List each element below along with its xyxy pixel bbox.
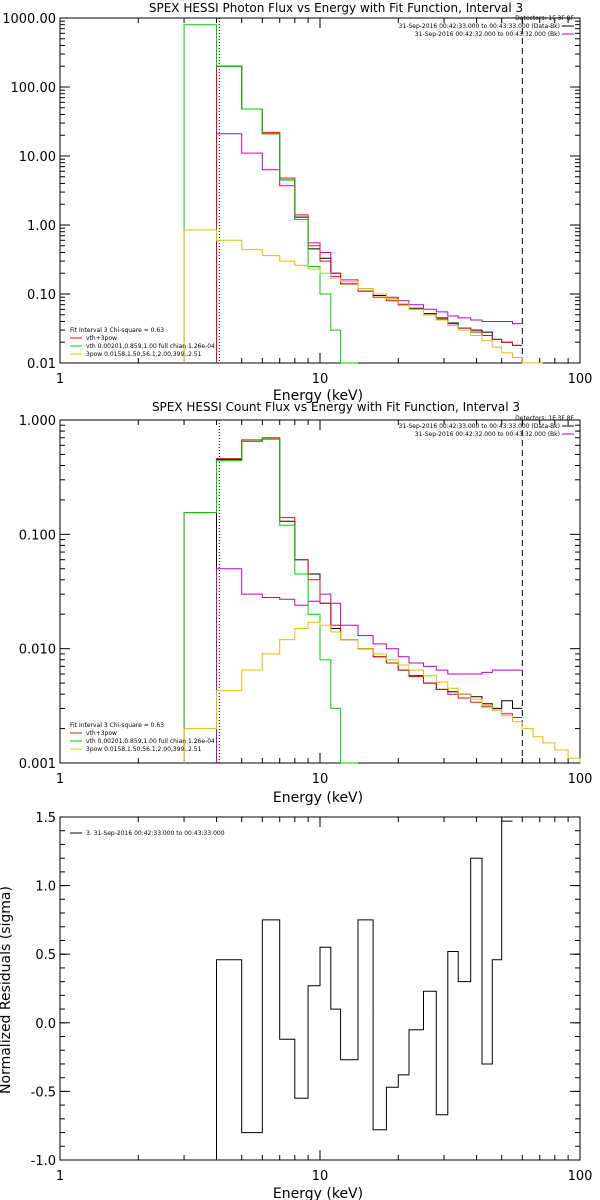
- count-series-bk: [216, 568, 523, 763]
- photon-series-3pow: [183, 229, 543, 364]
- count-chart-title: SPEX HESSI Count Flux vs Energy with Fit…: [152, 400, 520, 414]
- photon-series-vth: [183, 24, 358, 364]
- photon-legend-bk: 31-Sep-2016 00:42:32.000 to 00:43:32.000…: [415, 31, 560, 38]
- photon-legend-data: 31-Sep-2016 00:42:33.000 to 00:43:33.000…: [399, 23, 560, 30]
- photon-y-tick-label: 0.10: [27, 288, 56, 303]
- resid-y-tick-label: -0.5: [31, 1085, 56, 1100]
- photon-fit-total: vth+3pow: [86, 335, 117, 342]
- count-x-axis-label: Energy (keV): [273, 790, 363, 806]
- resid-x-tick-label: 10: [312, 1169, 329, 1184]
- count-x-tick-label: 10: [312, 772, 329, 787]
- resid-y-tick-label: 1.0: [35, 880, 56, 895]
- photon-x-tick-label: 100: [568, 372, 593, 387]
- count-fit-legend: Fit Interval 3 Chi-square = 0.63 vth+3po…: [70, 722, 215, 753]
- count-legend-bk: 31-Sep-2016 00:42:32.000 to 00:43:32.000…: [415, 431, 560, 438]
- photon-chart-title: SPEX HESSI Photon Flux vs Energy with Fi…: [149, 1, 523, 15]
- photon-x-axis-label: Energy (keV): [273, 388, 363, 404]
- resid-legend: 3. 31-Sep-2016 00:42:33.000 to 00:43:33.…: [70, 830, 225, 837]
- photon-fit-pow: 3pow 0.0158,1.50,56.1,2.00,399.,2.51: [86, 351, 202, 358]
- count-series-vth: [183, 438, 358, 764]
- resid-y-axis-label: Normalized Residuals (sigma): [0, 886, 14, 1094]
- count-legend-detectors: Detectors: 1F 3F 8F: [515, 415, 574, 422]
- count-fit-chi: Fit Interval 3 Chi-square = 0.63: [70, 722, 164, 729]
- photon-fit-chi: Fit Interval 3 Chi-square = 0.63: [70, 327, 164, 334]
- count-x-tick-label: 100: [568, 772, 593, 787]
- count-y-tick-label: 0.001: [19, 757, 56, 772]
- photon-x-tick-label: 1: [56, 372, 64, 387]
- count-legend: Detectors: 1F 3F 8F 31-Sep-2016 00:42:33…: [399, 415, 575, 438]
- photon-y-tick-label: 1000.00: [2, 12, 56, 27]
- count-x-tick-label: 1: [56, 772, 64, 787]
- count-y-tick-label: 1.000: [19, 414, 56, 429]
- photon-y-tick-label: 10.00: [19, 150, 56, 165]
- count-series-3pow: [183, 621, 581, 763]
- count-fit-total: vth+3pow: [86, 730, 117, 737]
- count-y-tick-label: 0.100: [19, 528, 56, 543]
- photon-y-tick-label: 0.01: [27, 357, 56, 372]
- resid-y-tick-label: 0.0: [35, 1017, 56, 1032]
- count-legend-data: 31-Sep-2016 00:42:33.000 to 00:43:33.000…: [399, 423, 560, 430]
- resid-x-tick-label: 1: [56, 1169, 64, 1184]
- resid-y-tick-label: 0.5: [35, 948, 56, 963]
- count-y-tick-label: 0.010: [19, 643, 56, 658]
- count-fit-pow: 3pow 0.0158,1.50,56.1,2.00,399.,2.51: [86, 746, 202, 753]
- photon-x-tick-label: 10: [312, 372, 329, 387]
- resid-series-residuals: [216, 820, 513, 1160]
- resid-x-axis-label: Energy (keV): [273, 1186, 363, 1200]
- resid-legend-label: 3. 31-Sep-2016 00:42:33.000 to 00:43:33.…: [86, 830, 225, 837]
- photon-y-tick-label: 1.00: [27, 219, 56, 234]
- photon-fit-legend: Fit Interval 3 Chi-square = 0.63 vth+3po…: [70, 327, 215, 358]
- resid-y-tick-label: 1.5: [35, 811, 56, 826]
- photon-fit-vth: vth 0.00201,0.859,1.00 full chian 1.26e-…: [86, 343, 215, 350]
- count-fit-vth: vth 0.00201,0.859,1.00 full chian 1.26e-…: [86, 738, 215, 745]
- photon-y-tick-label: 100.00: [11, 81, 57, 96]
- photon-series-vth-3pow: [216, 65, 523, 363]
- resid-y-tick-label: -1.0: [31, 1154, 56, 1169]
- resid-x-tick-label: 100: [568, 1169, 593, 1184]
